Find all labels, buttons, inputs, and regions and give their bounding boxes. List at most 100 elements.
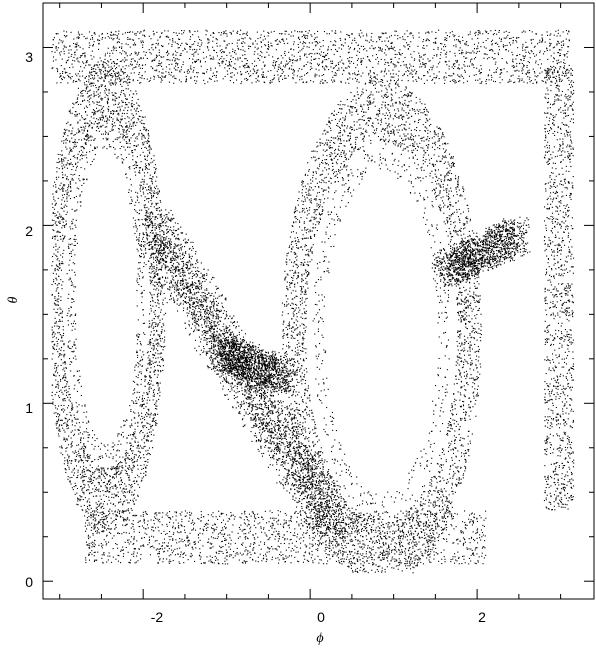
data-point: [137, 456, 139, 458]
data-point: [383, 129, 385, 131]
data-point: [96, 530, 98, 532]
data-point: [62, 262, 64, 264]
data-point: [68, 293, 70, 295]
data-point: [59, 307, 61, 309]
data-point: [461, 360, 463, 362]
data-point: [450, 190, 452, 192]
data-point: [374, 542, 376, 544]
data-point: [308, 199, 310, 201]
data-point: [88, 504, 90, 506]
data-point: [107, 481, 109, 483]
data-point: [407, 146, 409, 148]
data-point: [106, 529, 108, 531]
data-point: [458, 330, 460, 332]
data-point: [465, 289, 467, 291]
data-point: [153, 294, 155, 296]
data-point: [417, 549, 419, 551]
data-point: [76, 157, 78, 159]
data-point: [76, 390, 78, 392]
data-point: [427, 146, 429, 148]
data-point: [86, 122, 88, 124]
data-point: [55, 221, 57, 223]
data-point: [295, 307, 297, 309]
data-point: [65, 418, 67, 420]
data-point: [144, 215, 146, 217]
data-point: [389, 116, 391, 118]
data-point: [468, 354, 470, 356]
data-point: [400, 90, 402, 92]
data-point: [75, 459, 77, 461]
data-point: [71, 442, 73, 444]
data-point: [95, 514, 97, 516]
data-point: [144, 187, 146, 189]
data-point: [91, 467, 93, 469]
data-point: [75, 182, 77, 184]
data-point: [52, 331, 54, 333]
data-point: [286, 408, 288, 410]
data-point: [306, 371, 308, 373]
data-point: [300, 350, 302, 352]
data-point: [367, 97, 369, 99]
data-point: [314, 235, 316, 237]
data-point: [133, 121, 135, 123]
data-point: [118, 102, 120, 104]
data-point: [117, 509, 119, 511]
data-point: [83, 454, 85, 456]
data-point: [55, 379, 57, 381]
data-point: [287, 325, 289, 327]
data-point: [469, 305, 471, 307]
data-point: [55, 412, 57, 414]
data-point: [411, 514, 413, 516]
data-point: [403, 133, 405, 135]
data-point: [70, 462, 72, 464]
data-point: [153, 371, 155, 373]
data-point: [62, 184, 64, 186]
data-point: [95, 487, 97, 489]
data-point: [62, 362, 64, 364]
data-point: [52, 229, 54, 231]
data-point: [469, 440, 471, 442]
data-point: [143, 204, 145, 206]
data-point: [62, 334, 64, 336]
data-point: [120, 118, 122, 120]
data-point: [157, 385, 159, 387]
data-point: [144, 196, 146, 198]
data-point: [339, 135, 341, 137]
data-point: [137, 319, 139, 321]
data-point: [92, 488, 94, 490]
data-point: [130, 442, 132, 444]
data-point: [83, 411, 85, 413]
data-point: [457, 179, 459, 181]
data-point: [67, 245, 69, 247]
data-point: [474, 241, 476, 243]
data-point: [309, 446, 311, 448]
data-point: [150, 363, 152, 365]
data-point: [69, 277, 71, 279]
data-point: [157, 302, 159, 304]
data-point: [134, 440, 136, 442]
data-point: [78, 370, 80, 372]
data-point: [105, 88, 107, 90]
data-point: [128, 102, 130, 104]
data-point: [102, 505, 104, 507]
data-point: [159, 252, 161, 254]
data-point: [78, 151, 80, 153]
data-point: [289, 346, 291, 348]
data-point: [473, 291, 475, 293]
data-point: [146, 352, 148, 354]
data-point: [73, 434, 75, 436]
data-point: [128, 477, 130, 479]
data-point: [330, 140, 332, 142]
data-point: [106, 73, 108, 75]
data-point: [321, 498, 323, 500]
data-point: [93, 472, 95, 474]
data-point: [63, 210, 65, 212]
data-point: [153, 330, 155, 332]
data-point: [307, 253, 309, 255]
data-point: [100, 125, 102, 127]
data-point: [155, 400, 157, 402]
data-point: [80, 455, 82, 457]
data-point: [335, 540, 337, 542]
data-point: [159, 382, 161, 384]
data-point: [72, 107, 74, 109]
